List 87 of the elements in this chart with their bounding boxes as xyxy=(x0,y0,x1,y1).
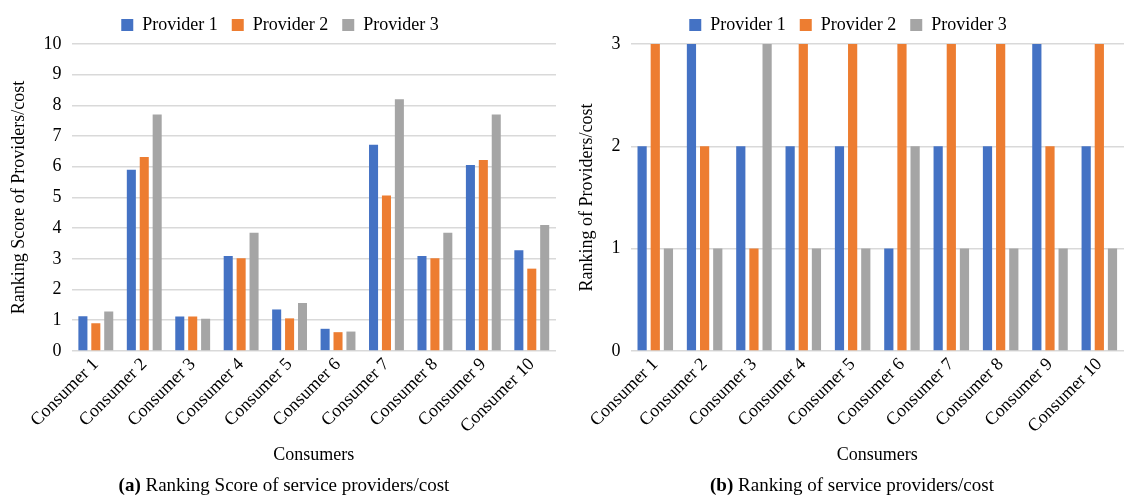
bar xyxy=(1009,248,1019,351)
y-tick-label: 10 xyxy=(43,32,62,53)
bar xyxy=(959,248,970,351)
bar xyxy=(443,232,453,351)
bar xyxy=(285,318,295,351)
bar xyxy=(346,331,356,351)
bar xyxy=(478,160,488,351)
y-tick-label: 2 xyxy=(611,135,621,156)
bar xyxy=(785,146,795,351)
bar xyxy=(175,316,185,351)
bar xyxy=(430,258,440,351)
bar xyxy=(236,258,246,351)
bar xyxy=(394,99,404,351)
bar xyxy=(104,311,114,351)
y-axis-title: Ranking of Providers/cost xyxy=(575,103,596,292)
bar xyxy=(188,316,198,351)
y-tick-label: 0 xyxy=(611,339,621,360)
bar xyxy=(713,248,723,351)
bar xyxy=(848,44,858,351)
bar xyxy=(297,303,308,351)
bar xyxy=(996,44,1006,351)
legend-label: Provider 1 xyxy=(710,13,786,34)
bar xyxy=(1045,146,1055,351)
legend-label: Provider 2 xyxy=(820,13,897,34)
y-tick-label: 1 xyxy=(52,308,62,329)
bar xyxy=(811,248,822,351)
bar xyxy=(417,256,427,351)
bar xyxy=(946,44,956,351)
y-tick-label: 8 xyxy=(52,94,62,115)
bar xyxy=(91,323,101,351)
bar xyxy=(272,309,282,351)
bar xyxy=(249,232,259,351)
bar xyxy=(78,316,88,351)
bar xyxy=(369,144,379,351)
legend-label: Provider 3 xyxy=(931,13,1007,34)
x-axis-title: Consumers xyxy=(836,443,918,464)
bar xyxy=(514,250,524,351)
bar xyxy=(223,256,233,351)
bar xyxy=(897,44,907,351)
y-tick-label: 3 xyxy=(611,32,621,53)
bar xyxy=(910,146,920,351)
bar xyxy=(139,156,149,351)
y-tick-label: 9 xyxy=(52,63,62,84)
bar xyxy=(320,328,330,351)
bar xyxy=(762,44,772,351)
bar xyxy=(637,146,647,351)
bar xyxy=(663,248,674,351)
y-tick-label: 0 xyxy=(52,339,62,360)
bar xyxy=(736,146,746,351)
y-tick-label: 1 xyxy=(611,237,621,258)
y-tick-label: 2 xyxy=(52,278,62,299)
x-axis-title: Consumers xyxy=(273,443,355,464)
bar xyxy=(1094,44,1104,351)
y-axis-title: Ranking Score of Providers/cost xyxy=(7,80,28,315)
bar xyxy=(152,114,162,351)
legend-label: Provider 1 xyxy=(142,13,218,34)
bar xyxy=(491,114,501,351)
y-tick-label: 6 xyxy=(52,155,62,176)
bar xyxy=(540,225,550,351)
bar xyxy=(1032,44,1042,351)
bar xyxy=(700,146,710,351)
bar xyxy=(333,332,343,351)
legend-label: Provider 2 xyxy=(252,13,329,34)
bar xyxy=(982,146,993,351)
bar xyxy=(381,195,391,351)
bar xyxy=(1081,146,1091,351)
bar xyxy=(650,44,660,351)
bar xyxy=(686,44,697,351)
bar xyxy=(201,318,211,351)
y-tick-label: 5 xyxy=(52,186,62,207)
y-tick-label: 4 xyxy=(52,216,62,237)
bar xyxy=(861,248,871,351)
bar xyxy=(933,146,943,351)
text: (a) Ranking Score of service providers/cost xyxy=(117,474,451,496)
bar xyxy=(465,164,475,351)
bar xyxy=(126,169,136,351)
legend-label: Provider 3 xyxy=(363,13,439,34)
bar xyxy=(798,44,808,351)
y-tick-label: 7 xyxy=(52,124,62,145)
text: (b) Ranking of service providers/cost xyxy=(709,474,995,496)
bar xyxy=(1058,248,1068,351)
bar xyxy=(527,268,537,351)
bar xyxy=(1107,248,1118,351)
bar xyxy=(884,248,894,351)
y-tick-label: 3 xyxy=(52,247,62,268)
bar xyxy=(749,248,759,351)
bar xyxy=(834,146,845,351)
